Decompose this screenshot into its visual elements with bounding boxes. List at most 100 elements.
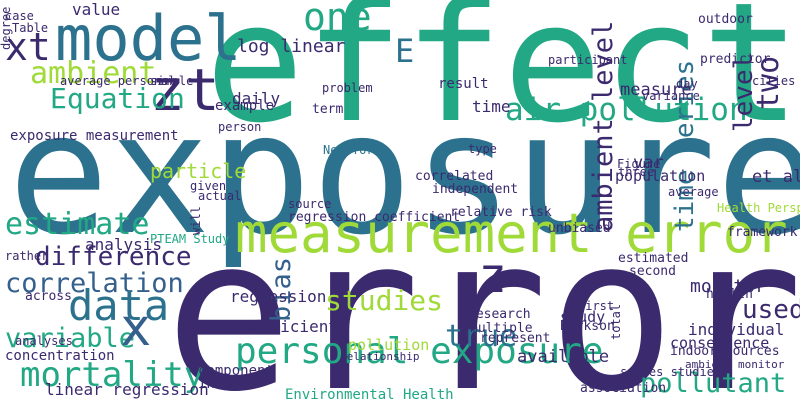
- word: indoor: [198, 376, 249, 392]
- word: source: [288, 197, 331, 211]
- word: var: [633, 153, 664, 173]
- word: xt: [5, 25, 51, 69]
- word: analysis: [85, 235, 162, 254]
- word: exposure measurement: [10, 128, 179, 144]
- word: measurement error: [235, 202, 788, 265]
- word: analyses: [15, 334, 73, 348]
- word: log linear: [237, 36, 346, 57]
- word: correlation: [5, 268, 184, 299]
- word: regression: [230, 287, 326, 306]
- word: variable: [5, 323, 135, 354]
- word: represent: [480, 331, 550, 346]
- word: estimate: [5, 207, 150, 242]
- word: predictor: [700, 52, 771, 67]
- word: pollution: [348, 336, 429, 354]
- word: estimated: [618, 251, 688, 266]
- word: available: [517, 347, 609, 367]
- word: measure: [620, 80, 692, 100]
- word: outdoor: [698, 12, 753, 27]
- word: study: [560, 308, 605, 326]
- word: model: [55, 2, 242, 75]
- word: level: [729, 54, 759, 132]
- word: bias: [266, 257, 297, 322]
- word: independent: [432, 182, 518, 197]
- word: correlated: [415, 169, 493, 184]
- word: three: [618, 165, 654, 179]
- word: framework: [727, 225, 798, 240]
- word: et al: [752, 167, 800, 187]
- word: day: [676, 77, 698, 91]
- word: rather: [5, 249, 48, 263]
- word: error: [165, 191, 800, 400]
- word: z: [478, 248, 507, 304]
- word: two: [751, 56, 786, 110]
- word: Table: [12, 21, 48, 35]
- word: exposure: [8, 76, 800, 272]
- word: PTEAM Study: [150, 232, 229, 246]
- word: second: [629, 264, 676, 279]
- word: x: [120, 298, 151, 358]
- word: mortality: [20, 355, 204, 395]
- word: across: [25, 289, 72, 304]
- word: average: [668, 185, 719, 199]
- word: zt: [150, 56, 220, 124]
- word: coefficient: [232, 317, 338, 336]
- word: person: [218, 120, 261, 134]
- word: Berkson: [560, 319, 615, 334]
- word: term: [312, 102, 343, 117]
- word: ambient: [30, 56, 156, 91]
- word: example: [215, 98, 274, 114]
- word: effect: [205, 0, 800, 159]
- word: unbiased: [548, 221, 611, 236]
- word: multiple: [470, 321, 533, 336]
- word: actual: [198, 189, 241, 203]
- word: difference: [35, 242, 192, 272]
- word: daily: [232, 89, 281, 108]
- word: relative risk: [450, 205, 552, 220]
- word: population: [615, 167, 705, 185]
- word: used: [742, 295, 800, 325]
- word: indoor sources: [670, 344, 780, 359]
- word: value: [72, 0, 120, 19]
- word: type: [468, 142, 497, 156]
- word: time: [472, 97, 511, 116]
- word: data: [68, 281, 169, 330]
- word: case: [5, 9, 34, 23]
- word: Equation: [50, 82, 185, 115]
- word: monitor: [690, 276, 766, 297]
- word: studies: [325, 284, 443, 317]
- word: linear regression: [45, 380, 209, 399]
- word: total: [609, 304, 623, 340]
- word: Figure: [617, 157, 660, 171]
- word: Environmental Health: [285, 387, 454, 400]
- word: New York: [323, 143, 382, 157]
- word: first: [578, 299, 614, 313]
- word: research: [468, 307, 531, 322]
- word: ambient monitor: [685, 358, 785, 371]
- word: average personal: [60, 74, 176, 88]
- word: pollutant: [640, 368, 786, 399]
- word: degree: [0, 7, 13, 50]
- word: cities: [752, 74, 795, 88]
- word: particle: [150, 159, 246, 183]
- word: participant: [548, 53, 627, 67]
- word: health: [706, 287, 753, 302]
- word: problem: [322, 81, 373, 95]
- word: result: [438, 76, 489, 92]
- word: given: [190, 179, 226, 193]
- word: component: [198, 363, 274, 379]
- word: association: [580, 381, 666, 396]
- word: variance: [642, 89, 700, 103]
- word: air pollution: [505, 92, 748, 128]
- word: personal exposure: [235, 331, 603, 372]
- word: relationship: [340, 350, 419, 363]
- word: true: [445, 319, 517, 354]
- word: consequence: [670, 334, 769, 352]
- word: E: [395, 32, 414, 70]
- word: individual: [688, 320, 784, 339]
- word: time series: [670, 60, 700, 232]
- word: series studies: [620, 365, 721, 379]
- word: one: [303, 0, 372, 39]
